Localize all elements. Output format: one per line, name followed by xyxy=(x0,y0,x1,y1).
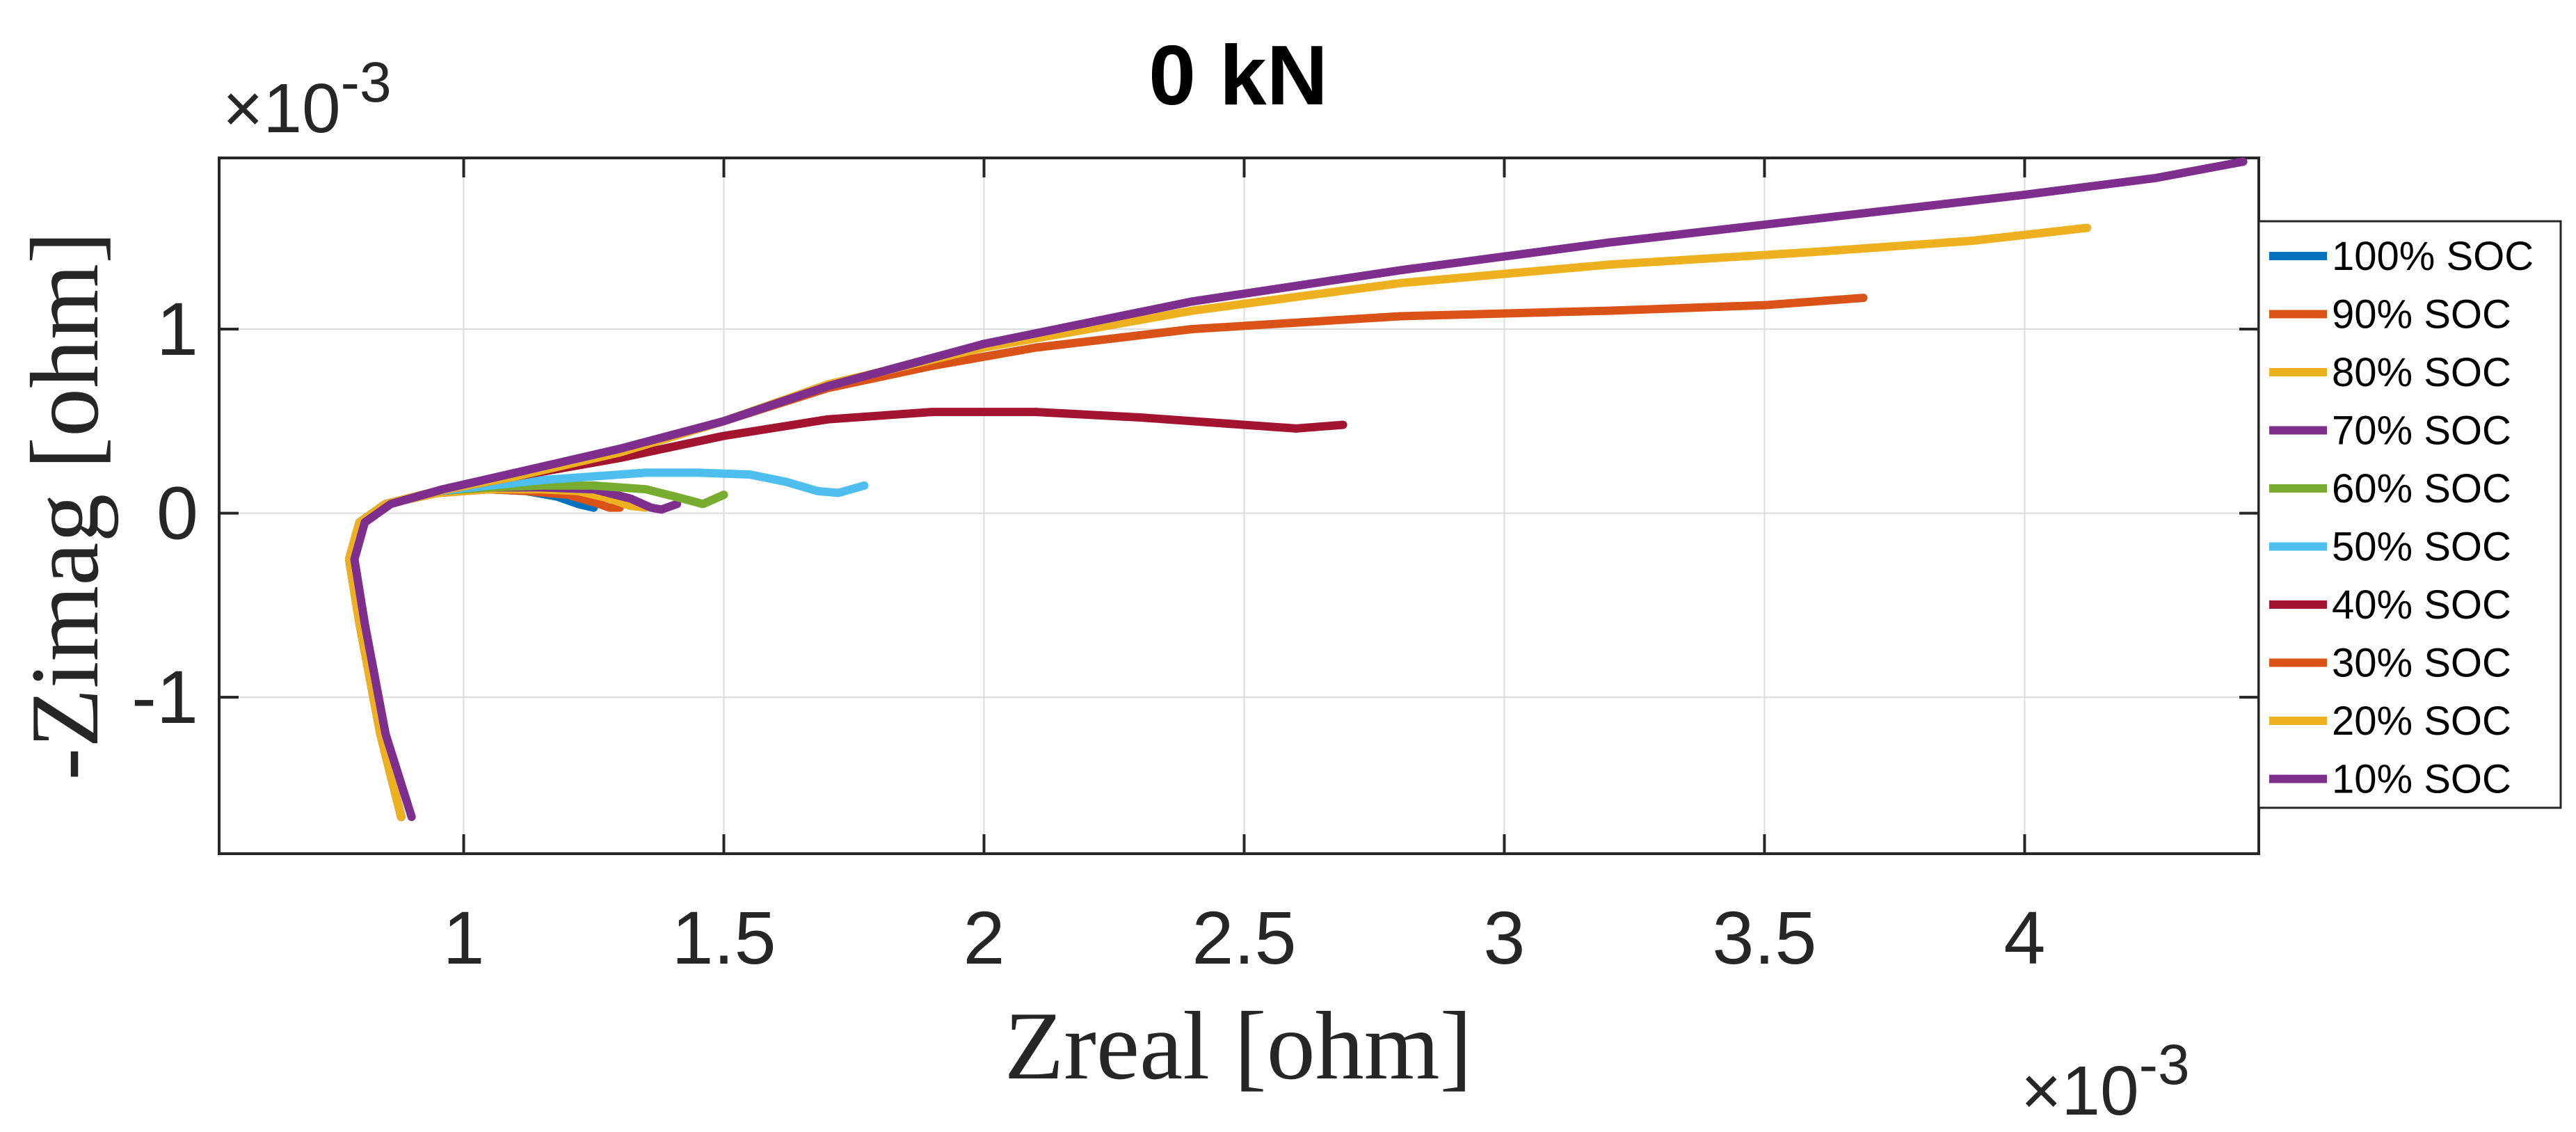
legend-label: 70% SOC xyxy=(2332,408,2511,454)
x-tick-label: 1.5 xyxy=(671,895,776,980)
x-tick-label: 2 xyxy=(963,895,1005,980)
x-tick-label: 3 xyxy=(1483,895,1525,980)
legend-label: 50% SOC xyxy=(2332,525,2511,570)
y-exponent-power: -3 xyxy=(341,51,392,114)
legend-label: 30% SOC xyxy=(2332,641,2511,686)
chart-title: 0 kN xyxy=(1149,28,1328,122)
y-tick-label: -1 xyxy=(131,655,198,739)
legend-label: 10% SOC xyxy=(2332,757,2511,802)
x-tick-label: 2.5 xyxy=(1192,895,1296,980)
series-lines xyxy=(345,157,2248,822)
y-exponent-base: ×10 xyxy=(223,70,341,148)
y-axis-ticks: -1 0 1 xyxy=(131,287,2259,739)
legend-label: 80% SOC xyxy=(2332,350,2511,395)
y-axis-exponent: ×10-3 xyxy=(223,51,392,148)
y-axis-label: -Zimag [ohm] xyxy=(11,231,119,780)
legend-label: 90% SOC xyxy=(2332,292,2511,337)
x-tick-label: 4 xyxy=(2003,895,2045,980)
legend-label: 100% SOC xyxy=(2332,234,2534,279)
legend-label: 20% SOC xyxy=(2332,699,2511,744)
legend-label: 60% SOC xyxy=(2332,466,2511,511)
x-axis-ticks: 1 1.5 2 2.5 3 3.5 4 xyxy=(443,158,2045,980)
legend-label: 40% SOC xyxy=(2332,582,2511,628)
x-axis-label: Zreal [ohm] xyxy=(1005,992,1472,1100)
x-exponent-power: -3 xyxy=(2139,1033,2190,1097)
y-tick-label: 0 xyxy=(157,471,198,555)
legend-box xyxy=(2257,220,2562,809)
y-tick-label: 1 xyxy=(157,287,198,371)
x-axis-exponent: ×10-3 xyxy=(2021,1033,2190,1130)
x-exponent-base: ×10 xyxy=(2021,1052,2139,1130)
x-tick-label: 3.5 xyxy=(1712,895,1816,980)
legend: 100% SOC 90% SOC 80% SOC 70% SOC 60% SOC 50% … xyxy=(2257,220,2562,809)
series-line-10-soc xyxy=(350,157,2248,822)
x-tick-label: 1 xyxy=(443,895,485,980)
